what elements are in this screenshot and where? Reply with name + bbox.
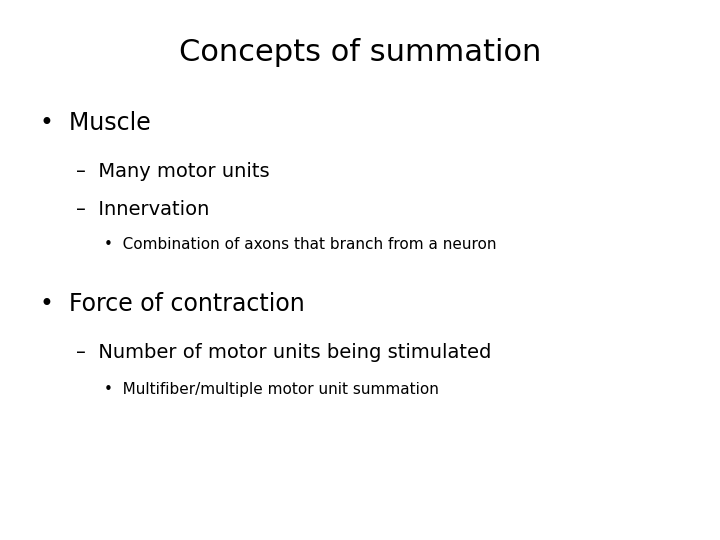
- Text: –  Many motor units: – Many motor units: [76, 162, 269, 181]
- Text: •  Multifiber/multiple motor unit summation: • Multifiber/multiple motor unit summati…: [104, 382, 439, 397]
- Text: Concepts of summation: Concepts of summation: [179, 38, 541, 67]
- Text: –  Number of motor units being stimulated: – Number of motor units being stimulated: [76, 343, 491, 362]
- Text: –  Innervation: – Innervation: [76, 200, 209, 219]
- Text: •  Combination of axons that branch from a neuron: • Combination of axons that branch from …: [104, 237, 497, 252]
- Text: •  Force of contraction: • Force of contraction: [40, 292, 305, 315]
- Text: •  Muscle: • Muscle: [40, 111, 150, 134]
